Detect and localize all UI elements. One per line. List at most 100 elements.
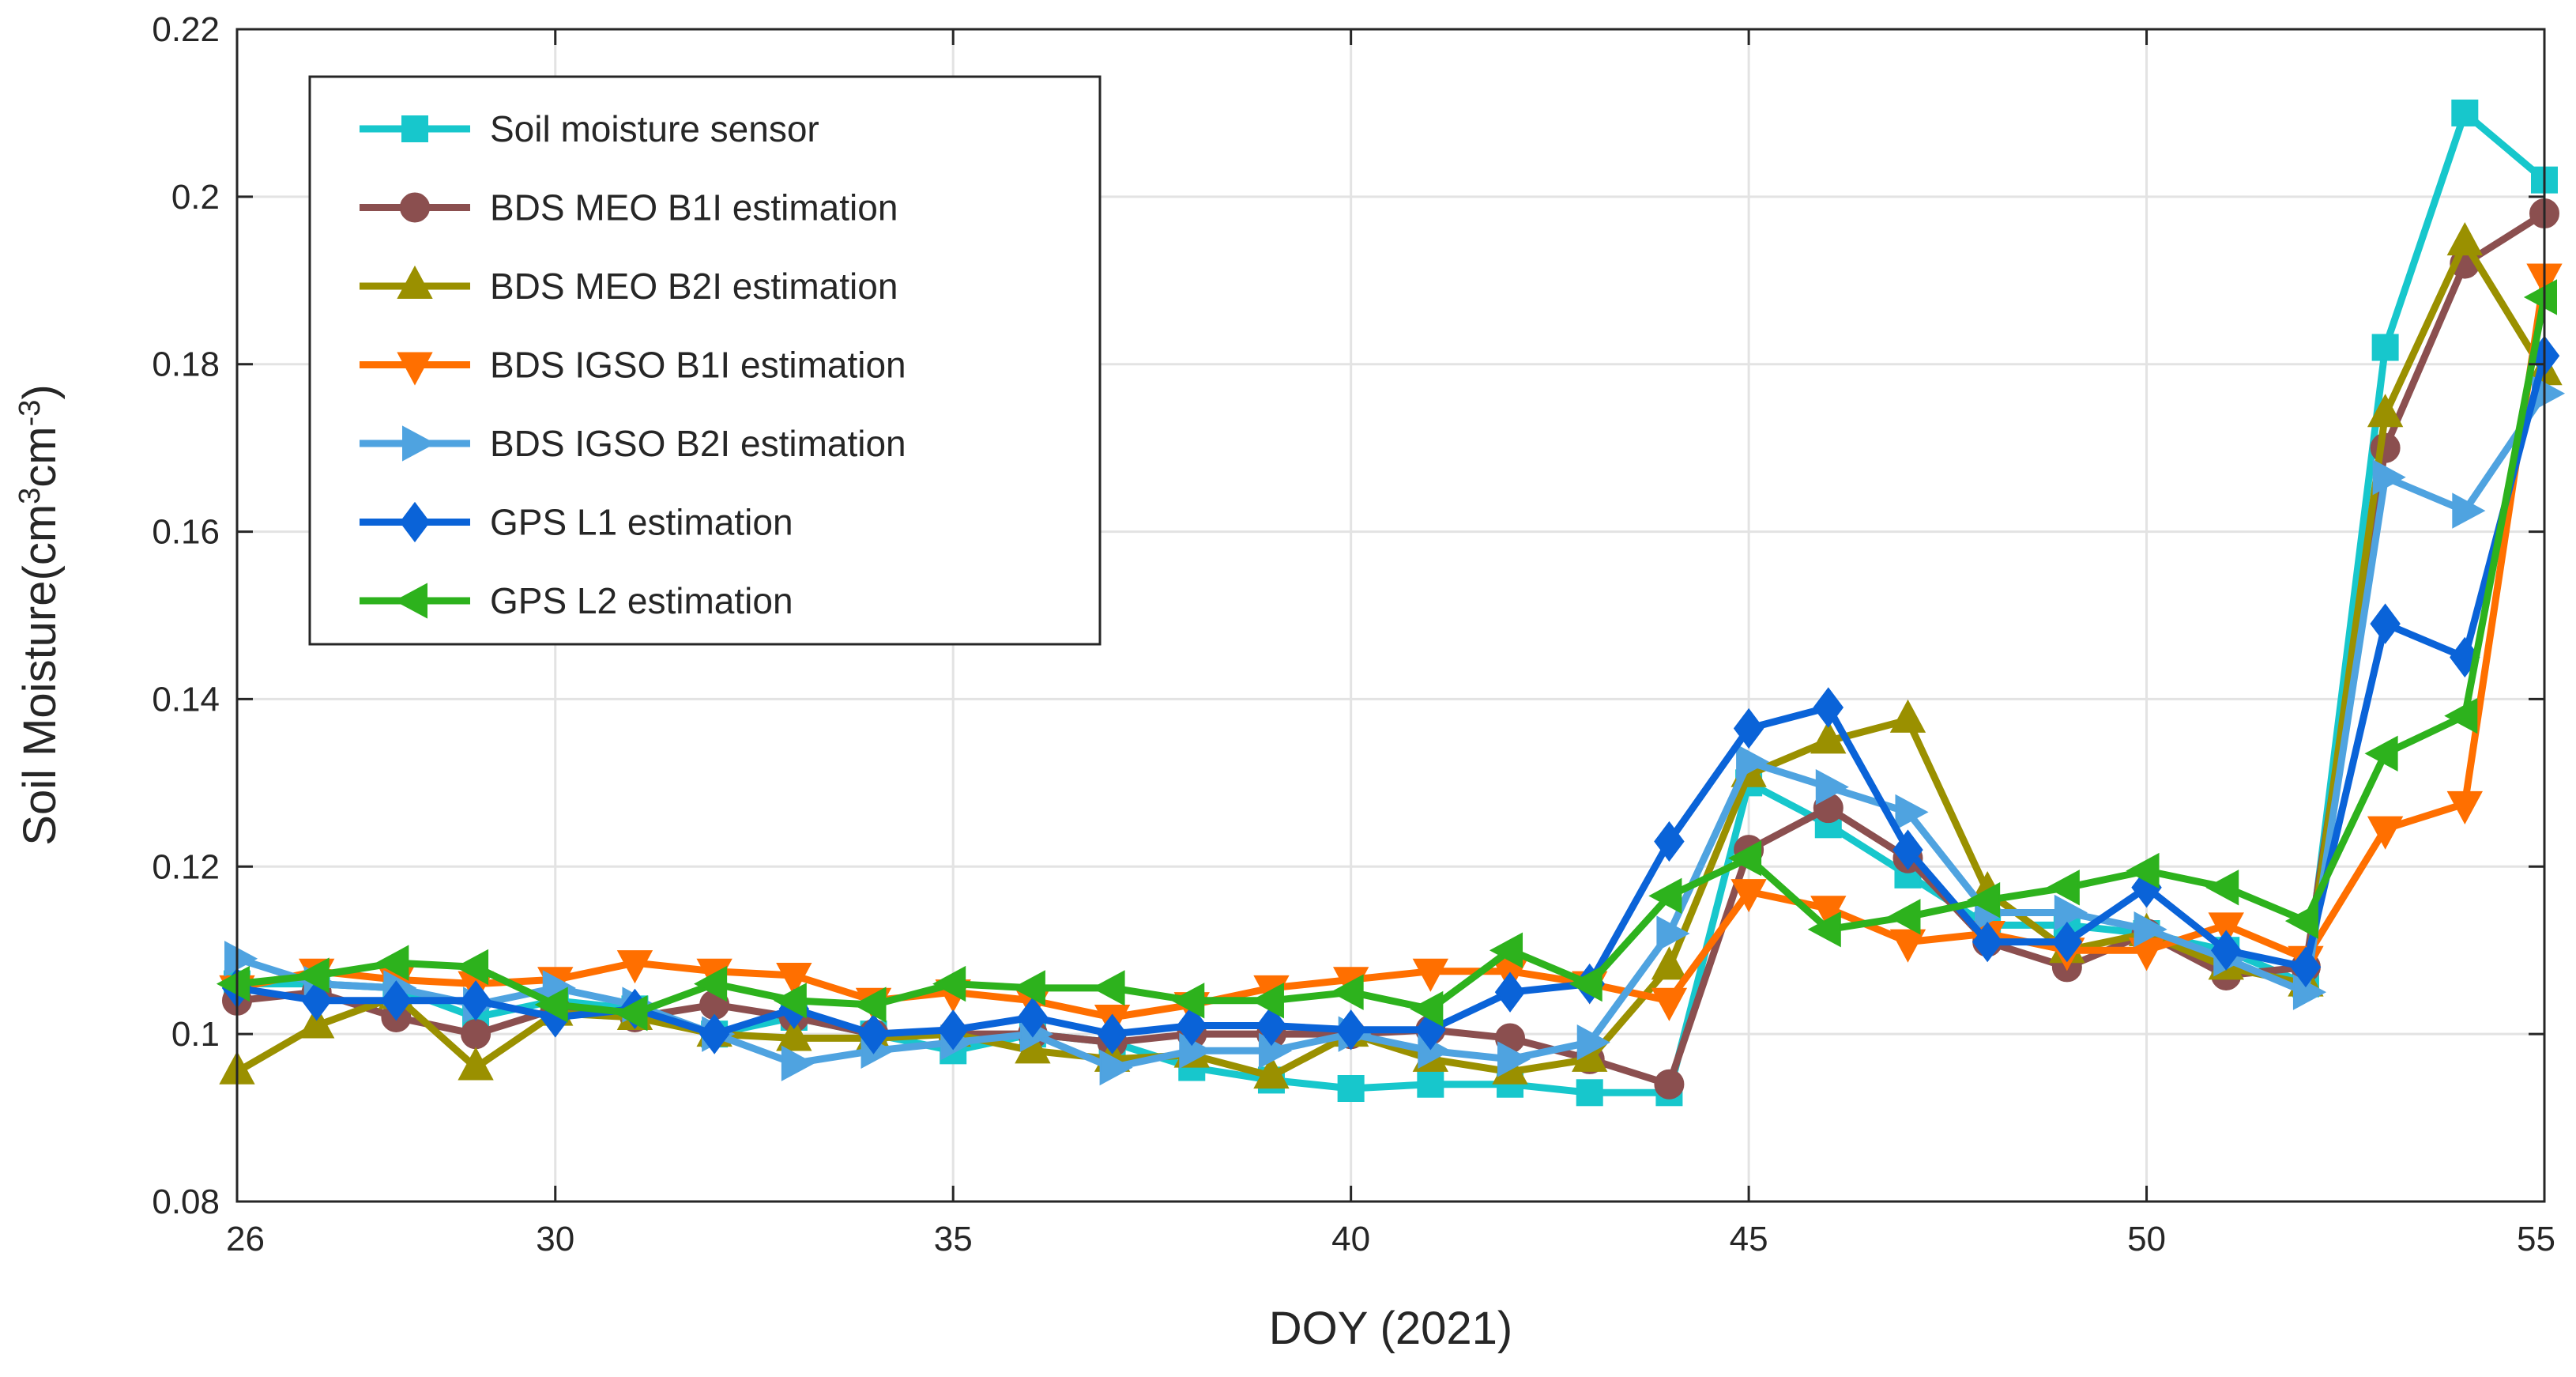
data-point [2133, 911, 2167, 948]
legend-label: BDS MEO B1I estimation [490, 187, 898, 228]
y-axis-title: Soil Moisture(cm3cm-3) [13, 384, 66, 845]
data-point [1337, 1074, 1365, 1102]
data-point [1892, 829, 1923, 870]
data-point [1656, 915, 1690, 952]
legend-item: BDS IGSO B1I estimation [360, 345, 906, 386]
data-point [2451, 99, 2479, 126]
data-point [1253, 1054, 1290, 1089]
data-point [2210, 930, 2242, 971]
y-axis-title-sup1: 3 [13, 488, 47, 504]
data-point [1091, 970, 1125, 1006]
data-point [2523, 279, 2557, 315]
legend-marker [399, 501, 431, 543]
data-point [381, 980, 412, 1021]
legend-item: BDS MEO B1I estimation [360, 187, 898, 228]
data-point [1258, 1032, 1293, 1070]
data-point [1895, 794, 1929, 831]
data-point [614, 994, 648, 1032]
data-point [224, 941, 258, 977]
y-tick-label: 0.2 [171, 178, 220, 217]
data-point [2367, 816, 2404, 850]
plot-frame [235, 28, 2546, 1203]
x-tick-label: 30 [536, 1220, 574, 1258]
y-tick-label: 0.1 [171, 1015, 220, 1054]
data-point [2371, 334, 2399, 361]
data-point [1335, 1009, 1366, 1051]
data-point [2372, 459, 2406, 496]
data-point [694, 965, 728, 1002]
data-point [858, 1013, 889, 1054]
data-point [299, 1005, 335, 1039]
legend-label: GPS L1 estimation [490, 502, 793, 543]
legend-label: BDS IGSO B2I estimation [490, 423, 906, 464]
data-point [1179, 1032, 1213, 1070]
data-point [932, 965, 966, 1002]
legend-marker [402, 425, 436, 462]
data-point [1651, 946, 1688, 980]
data-point [1889, 929, 1926, 963]
data-point [1654, 1069, 1685, 1100]
data-point [2205, 870, 2239, 906]
data-point [1330, 974, 1364, 1010]
legend-marker [397, 265, 433, 299]
data-point [1417, 1070, 1444, 1098]
data-point [2292, 974, 2327, 1010]
legend-item: BDS MEO B2I estimation [360, 265, 898, 307]
data-point [1736, 744, 1770, 780]
data-point [2446, 222, 2483, 256]
legend-item: GPS L2 estimation [360, 580, 793, 621]
x-tick-label: 55 [2517, 1220, 2555, 1258]
data-point [2284, 903, 2318, 939]
y-axis-title-end: ) [14, 384, 66, 399]
data-point [773, 983, 807, 1019]
data-point [461, 1019, 491, 1050]
data-point [1017, 997, 1049, 1038]
data-point [1810, 896, 1847, 930]
data-point [1733, 707, 1764, 749]
x-tick-label: 40 [1331, 1220, 1370, 1258]
data-point [1097, 1013, 1128, 1054]
legend-label: BDS IGSO B1I estimation [490, 345, 906, 386]
legend-marker [400, 192, 430, 223]
data-point [1489, 932, 1523, 968]
data-point [1011, 970, 1045, 1006]
y-tick-label: 0.22 [152, 10, 220, 49]
data-point [1972, 921, 2003, 963]
y-tick-label: 0.18 [152, 345, 220, 384]
data-point [776, 1017, 812, 1051]
data-point [2452, 492, 2486, 529]
data-point [699, 1013, 730, 1054]
data-point [853, 987, 887, 1023]
x-tick-label: 26 [226, 1220, 265, 1258]
data-point [1810, 720, 1847, 754]
legend: Soil moisture sensor BDS MEO B1I estimati… [308, 75, 1102, 646]
data-point [1887, 899, 1921, 935]
data-point [534, 987, 568, 1023]
series-group [216, 99, 2566, 1107]
x-tick-label: 45 [1730, 1220, 1768, 1258]
data-point [2051, 921, 2083, 963]
legend-items: Soil moisture sensor BDS MEO B1I estimati… [360, 108, 906, 621]
data-point [1648, 877, 1682, 915]
legend-item: BDS IGSO B2I estimation [360, 423, 906, 464]
y-tick-label: 0.14 [152, 680, 220, 719]
data-point [301, 980, 332, 1021]
data-point [1813, 687, 1844, 728]
data-point [1177, 1005, 1207, 1047]
data-point [1727, 840, 1762, 877]
legend-label: GPS L2 estimation [490, 580, 793, 621]
legend-marker [397, 352, 433, 386]
data-point [2364, 735, 2398, 771]
legend-item: Soil moisture sensor [360, 108, 819, 149]
axis-ticks: 0.08 0.1 0.12 0.14 0.16 0.18 0.2 0.22 26 30 35 40 45… [152, 10, 2555, 1258]
y-tick-label: 0.16 [152, 513, 220, 552]
data-point [2367, 394, 2404, 428]
data-point [2446, 790, 2483, 824]
data-point [1576, 1024, 1610, 1061]
data-point [1807, 911, 1841, 948]
data-point [296, 957, 330, 994]
data-point [1412, 958, 1449, 992]
y-axis-title-main: Soil Moisture(cm [14, 504, 66, 846]
data-point [375, 945, 409, 981]
data-point [2208, 912, 2244, 946]
